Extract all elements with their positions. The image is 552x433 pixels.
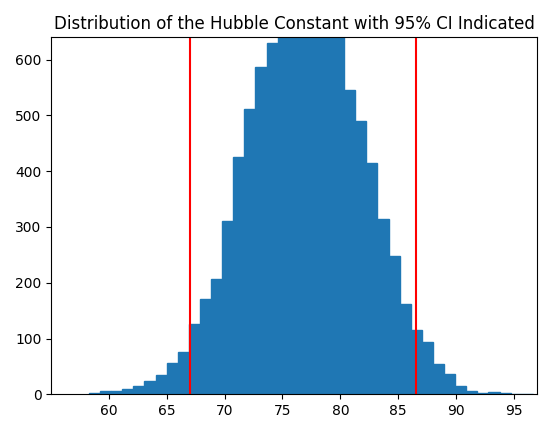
- Bar: [167, 363, 178, 394]
- Bar: [189, 324, 200, 394]
- Bar: [466, 391, 477, 394]
- Bar: [211, 279, 222, 394]
- Bar: [378, 219, 389, 394]
- Bar: [367, 163, 378, 394]
- Bar: [256, 67, 267, 394]
- Bar: [333, 25, 344, 394]
- Bar: [344, 90, 355, 394]
- Bar: [222, 221, 233, 394]
- Bar: [489, 392, 500, 394]
- Bar: [411, 330, 422, 394]
- Bar: [200, 300, 211, 394]
- Bar: [400, 304, 411, 394]
- Bar: [289, 0, 300, 394]
- Bar: [134, 386, 145, 394]
- Bar: [389, 256, 400, 394]
- Bar: [355, 121, 367, 394]
- Bar: [455, 386, 466, 394]
- Bar: [278, 0, 289, 394]
- Bar: [111, 391, 122, 394]
- Bar: [245, 109, 256, 394]
- Bar: [145, 381, 156, 394]
- Bar: [422, 343, 433, 394]
- Bar: [311, 0, 322, 394]
- Bar: [322, 0, 333, 394]
- Bar: [89, 393, 100, 394]
- Title: Distribution of the Hubble Constant with 95% CI Indicated: Distribution of the Hubble Constant with…: [54, 15, 534, 33]
- Bar: [433, 364, 444, 394]
- Bar: [477, 393, 489, 394]
- Bar: [233, 157, 245, 394]
- Bar: [178, 352, 189, 394]
- Bar: [122, 389, 134, 394]
- Bar: [100, 391, 111, 394]
- Bar: [444, 374, 455, 394]
- Bar: [500, 393, 511, 394]
- Bar: [156, 375, 167, 394]
- Bar: [267, 43, 278, 394]
- Bar: [300, 7, 311, 394]
